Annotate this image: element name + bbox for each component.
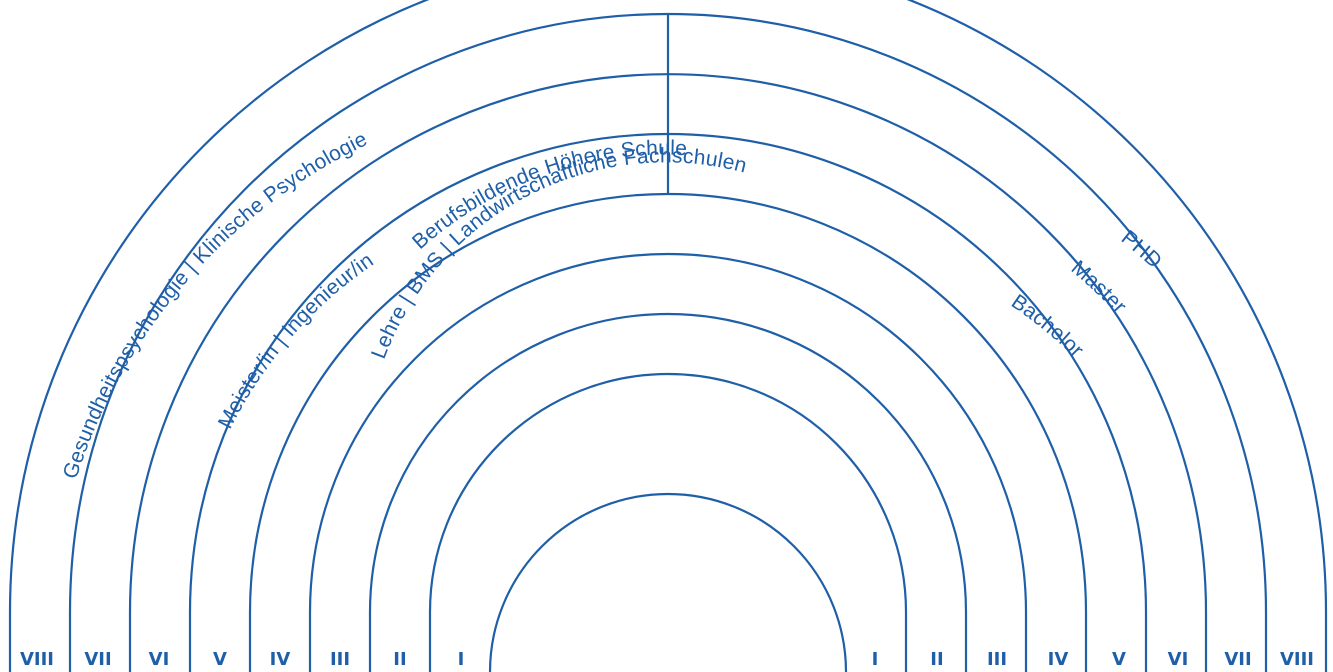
label-master-text: Master — [1067, 256, 1131, 318]
level-arc-2 — [428, 372, 908, 672]
numeral-right-2: II — [930, 649, 943, 670]
level-arc-3 — [368, 312, 968, 672]
label-bachelor: Bachelor — [1007, 290, 1088, 362]
numeral-left-1: I — [458, 649, 465, 670]
level-numerals-right: I II III IV V VI VII VIII — [872, 649, 1314, 670]
numeral-left-5: V — [213, 649, 227, 670]
numeral-right-7: VII — [1224, 649, 1251, 670]
numeral-right-5: V — [1112, 649, 1126, 670]
numeral-right-4: IV — [1048, 649, 1069, 670]
numeral-left-2: II — [393, 649, 406, 670]
numeral-left-4: IV — [270, 649, 291, 670]
label-meister: Meister/in | Ingenieur/in — [214, 249, 378, 433]
level-arc-6 — [188, 132, 1148, 672]
numeral-left-8: VIII — [20, 649, 54, 670]
level-arc-1 — [488, 492, 848, 672]
numeral-right-8: VIII — [1280, 649, 1314, 670]
level-arc-9 — [8, 0, 1328, 672]
label-bachelor-text: Bachelor — [1007, 290, 1088, 362]
label-phd-text: PHD — [1117, 226, 1166, 273]
numeral-right-6: VI — [1168, 649, 1189, 670]
numeral-left-6: VI — [149, 649, 170, 670]
label-master: Master — [1067, 256, 1131, 318]
level-numerals-left: I II III IV V VI VII VIII — [20, 649, 464, 670]
label-phd: PHD — [1117, 226, 1166, 273]
numeral-right-1: I — [872, 649, 879, 670]
label-meister-text: Meister/in | Ingenieur/in — [214, 249, 378, 433]
numeral-left-7: VII — [84, 649, 111, 670]
level-arc-4 — [308, 252, 1028, 672]
label-lehre-bms: Lehre | BMS | Landwirtschaftliche Fachsc… — [367, 144, 749, 361]
numeral-right-3: III — [987, 649, 1007, 670]
numeral-left-3: III — [330, 649, 350, 670]
label-lehre-bms-text: Lehre | BMS | Landwirtschaftliche Fachsc… — [367, 144, 749, 361]
